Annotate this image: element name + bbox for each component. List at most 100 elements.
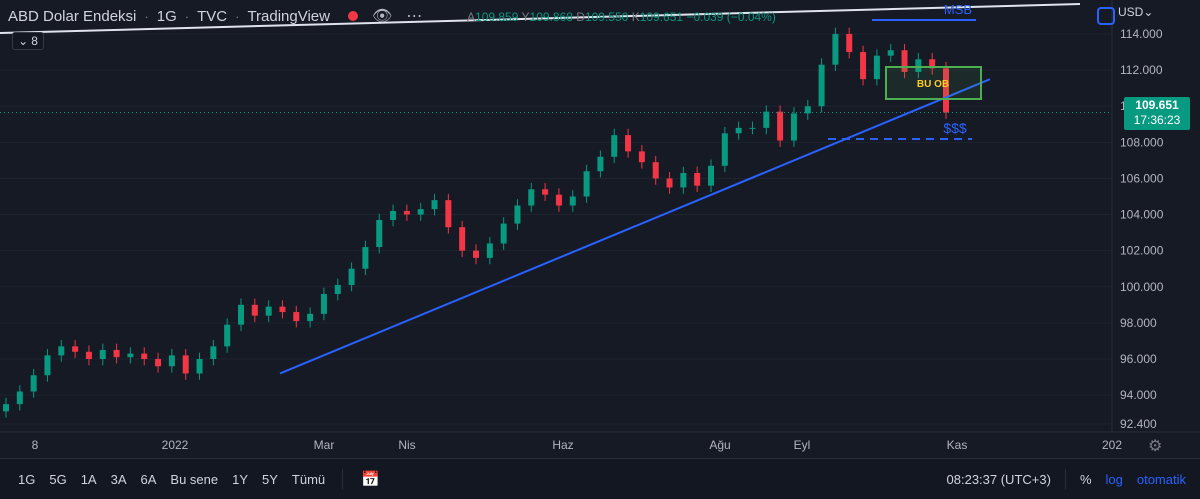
candle-body (611, 135, 618, 157)
symbol-title[interactable]: ABD Dolar Endeksi (8, 7, 137, 25)
candle-body (445, 200, 452, 228)
candle-body (251, 304, 258, 316)
candle-body (638, 151, 645, 163)
candle-body (265, 306, 272, 316)
percent-toggle[interactable]: % (1079, 471, 1092, 487)
timeframe-button[interactable]: 1Y (232, 471, 249, 487)
exchange-label: TVC (197, 7, 228, 25)
upper-diagonal-line[interactable] (0, 3, 1081, 34)
price-tick-label: 94.000 (1120, 388, 1157, 402)
time-tick-label: Mar (314, 438, 335, 452)
log-toggle[interactable]: log (1105, 471, 1123, 487)
candle-body (390, 210, 397, 220)
candle-body (804, 106, 811, 114)
candle-body (749, 127, 756, 129)
timeframe-button[interactable]: 1A (80, 471, 97, 487)
currency-label[interactable]: USD⌄ (1118, 5, 1154, 19)
candle-body (293, 312, 300, 322)
price-tick-label: 114.000 (1120, 27, 1163, 41)
candle-body (224, 324, 231, 347)
candle-body (514, 205, 521, 224)
sync-icon[interactable] (1097, 7, 1115, 25)
time-tick-label: Nis (398, 438, 415, 452)
candle-body (334, 284, 341, 294)
candle-body (652, 162, 659, 179)
price-tick-label: 104.000 (1120, 208, 1164, 222)
timeframe-button[interactable]: Tümü (291, 471, 326, 487)
candle-body (403, 210, 410, 215)
candle-body (44, 355, 51, 376)
candle-body (238, 304, 244, 325)
candle-body (735, 127, 742, 134)
candle-body (929, 59, 936, 69)
gear-icon[interactable]: ⚙ (1148, 438, 1163, 455)
chart-area[interactable]: 114.000112.000110.000108.000106.000104.0… (0, 0, 1200, 458)
interval-label[interactable]: 1G (156, 7, 177, 25)
trendline[interactable] (279, 78, 991, 375)
time-tick-label: Haz (552, 438, 573, 452)
price-chart[interactable]: 114.000112.000110.000108.000106.000104.0… (0, 0, 1200, 458)
candle-body (127, 353, 134, 358)
calendar-range-icon[interactable]: 📅 (361, 471, 380, 488)
market-status-dot[interactable] (347, 11, 358, 21)
candle-body (348, 268, 355, 285)
candle-body (473, 250, 479, 258)
candle-body (362, 247, 369, 269)
candle-body (818, 64, 825, 107)
candle-body (30, 375, 37, 392)
timeframe-button[interactable]: 3A (110, 471, 127, 487)
candle-body (583, 171, 590, 197)
candle-body (431, 200, 438, 210)
timeframe-button[interactable]: 6A (140, 471, 157, 487)
candle-body (832, 34, 839, 65)
order-block-zone[interactable] (885, 66, 982, 100)
candle-body (680, 173, 687, 188)
candle-body (141, 353, 148, 359)
candle-body (528, 189, 535, 206)
order-block-label: BU OB (917, 79, 949, 90)
auto-toggle[interactable]: otomatik (1136, 471, 1186, 487)
timeframe-button[interactable]: Bu sene (170, 471, 219, 487)
candle-body (790, 113, 797, 141)
candle-body (168, 355, 175, 367)
candle-body (555, 194, 562, 206)
candle-body (279, 306, 286, 313)
candle-body (694, 173, 701, 186)
indicators-collapse-button[interactable]: ⌄ 8 (12, 32, 44, 50)
liquidity-label: $$$ (943, 120, 967, 136)
candle-body (72, 346, 79, 352)
price-tick-label: 106.000 (1120, 171, 1164, 185)
candle-body (943, 68, 949, 113)
time-tick-label: Kas (947, 438, 968, 452)
timeframe-button[interactable]: 5Y (262, 471, 278, 487)
timeframe-button[interactable]: 1G (18, 471, 36, 487)
candle-body (873, 55, 880, 80)
candle-body (500, 223, 507, 244)
candle-body (307, 313, 314, 322)
time-tick-label: 2022 (162, 438, 189, 452)
candle-body (846, 34, 853, 53)
time-tick-label: 8 (32, 438, 39, 452)
clock-time[interactable]: 08:23:37 (UTC+3) (946, 471, 1051, 487)
candle-body (597, 156, 604, 172)
candle-body (486, 243, 493, 258)
timeframe-button[interactable]: 5G (49, 471, 67, 487)
candle-body (155, 359, 162, 367)
last-price-tag: 109.651 17:36:23 (1124, 97, 1190, 130)
source-label: TradingView (247, 7, 330, 25)
candle-body (210, 346, 217, 359)
symbol-header: ABD Dolar Endeksi · 1G · TVC · TradingVi… (8, 7, 423, 26)
candle-body (58, 346, 65, 356)
ohlc-values: A109.859 Y109.868 D109.550 K109.651 −0.0… (467, 10, 776, 24)
candle-body (320, 294, 327, 314)
candle-body (763, 111, 770, 128)
eye-icon[interactable]: 👁 (371, 8, 393, 25)
candle-body (901, 50, 908, 72)
candle-body (887, 50, 894, 56)
candle-body (182, 355, 189, 374)
candle-body (3, 404, 9, 412)
candle-body (666, 178, 673, 188)
msb-label: MSB (944, 2, 972, 17)
candle-body (376, 219, 383, 248)
more-dots-icon[interactable]: ⋯ (406, 8, 423, 25)
